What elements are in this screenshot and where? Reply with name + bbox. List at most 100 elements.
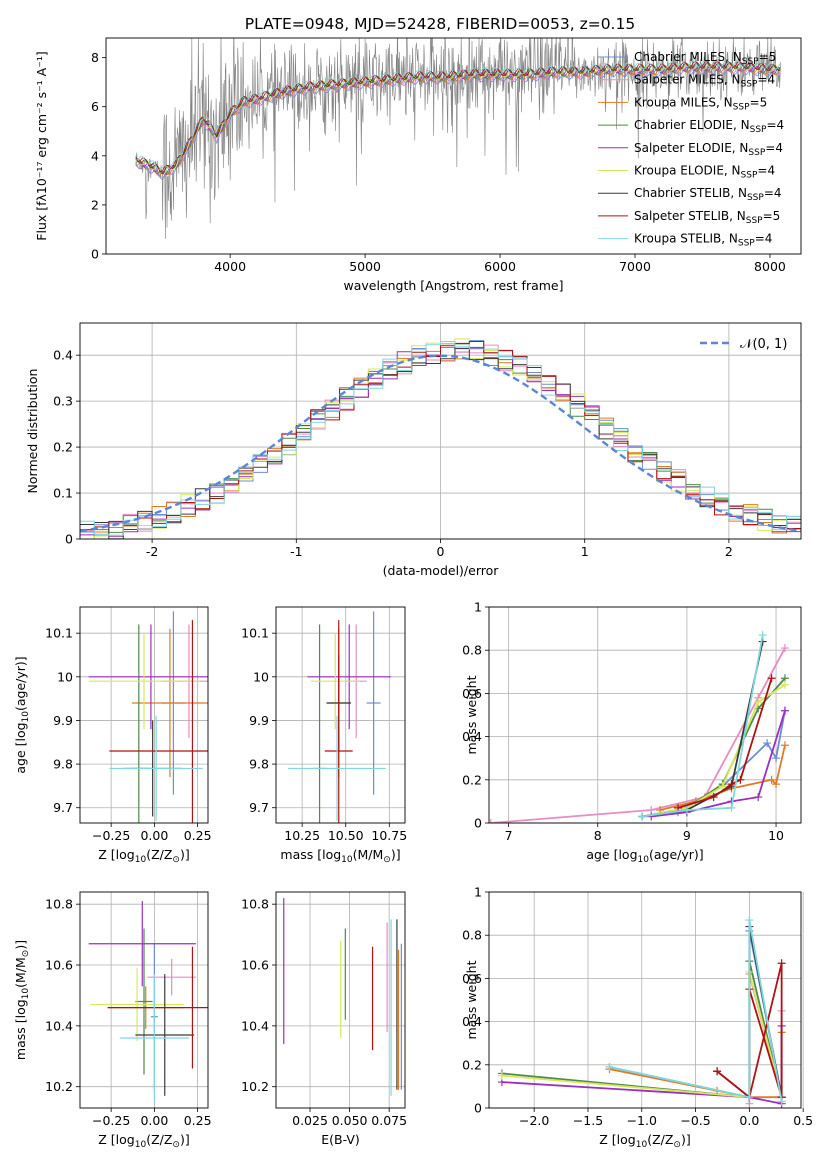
axes: 4000 5000 6000 7000 8000 0 2 4 6 8 wavelength [Ang… [34, 37, 802, 293]
x-tick-label: −2.0 [519, 1113, 549, 1128]
y-tick-label: 0 [474, 816, 482, 831]
x-tick-label: 5000 [349, 259, 381, 274]
panel-mass-vs-Z: −0.25 0.00 0.25 10.2 10.4 10.6 10.8 Z [log10(Z/… [13, 891, 212, 1150]
y-tick-label: 0.8 [462, 928, 482, 943]
x-tick-label: 2 [725, 544, 733, 559]
mass-weight-line [642, 641, 764, 818]
y-tick-label: 4 [91, 148, 99, 163]
legend-entry: Salpeter ELODIE, NSSP=4 [634, 141, 783, 158]
plot-area [288, 611, 392, 823]
x-axis-label: E(B-V) [321, 1132, 360, 1147]
y-tick-label: 2 [91, 197, 99, 212]
y-tick-label: 10 [253, 669, 269, 684]
y-tick-label: 0.2 [462, 772, 482, 787]
y-tick-label: 0.8 [462, 643, 482, 658]
x-tick-label: −0.5 [680, 1113, 710, 1128]
y-tick-label: 0 [65, 532, 73, 547]
mass-weight-marker [772, 780, 781, 789]
plot-area [80, 338, 801, 539]
axes-frame [79, 891, 209, 1109]
mass-weight-marker [745, 1093, 754, 1102]
y-tick-label: 9.7 [249, 800, 269, 815]
axes: −2.0 −1.5 −1.0 −0.5 0.0 0.5 0 0.2 0.4 0.6 0.8 1 Z [l… [462, 885, 813, 1151]
mass-weight-marker [777, 959, 786, 968]
mass-weight-marker [777, 1097, 786, 1106]
model-spectrum-line [135, 60, 781, 171]
y-axis-label: age [log10(age/yr)] [13, 656, 31, 773]
y-tick-label: 0.2 [53, 440, 73, 455]
legend-entry: Kroupa MILES, NSSP=5 [634, 95, 767, 112]
x-tick-label: 9 [683, 828, 691, 843]
mass-weight-line [651, 710, 786, 818]
panel-mass-vs-ebv: 0.025 0.050 0.075 10.2 10.4 10.6 10.8 E(B-V) [241, 891, 407, 1147]
mass-weight-marker [489, 819, 495, 823]
axes: 10.25 10.50 10.75 9.7 9.8 9.9 10 10.1 mass [log1… [241, 606, 407, 865]
axes: −0.25 0.00 0.25 10.2 10.4 10.6 10.8 Z [log10(Z/… [13, 891, 212, 1150]
plot-area [88, 901, 208, 1102]
mass-weight-marker [754, 793, 763, 802]
legend-entry: Chabrier STELIB, NSSP=4 [634, 186, 782, 203]
y-tick-label: 1 [474, 885, 482, 900]
axes-frame [79, 322, 802, 540]
x-tick-label: 0.050 [332, 1113, 368, 1128]
mass-weight-line [490, 647, 786, 823]
legend-entry: Chabrier ELODIE, NSSP=4 [634, 118, 784, 135]
x-tick-label: 0.0 [739, 1113, 759, 1128]
x-tick-label: 4000 [214, 259, 246, 274]
y-tick-label: 0.6 [462, 971, 482, 986]
mass-weight-marker [709, 793, 718, 802]
mass-weight-marker [767, 674, 776, 683]
y-axis-label: mass weight [464, 960, 479, 1039]
x-tick-label: 1 [581, 544, 589, 559]
axes-frame [275, 606, 406, 824]
mass-weight-marker [605, 1062, 614, 1071]
mass-weight-marker [758, 631, 767, 640]
x-axis-label: mass [log10(M/M⊙)] [280, 847, 400, 865]
axes-frame [488, 606, 802, 824]
y-axis-label: mass weight [464, 675, 479, 754]
x-tick-label: −1.5 [573, 1113, 603, 1128]
x-tick-label: 7 [505, 828, 513, 843]
residual-histogram [80, 340, 801, 531]
x-axis-label: Z [log10(Z/Z⊙)] [98, 1132, 189, 1150]
x-axis-label: Z [log10(Z/Z⊙)] [98, 847, 189, 865]
x-axis-label: age [log10(age/yr)] [586, 847, 703, 865]
x-axis-label: (data-model)/error [383, 563, 500, 578]
y-tick-label: 6 [91, 99, 99, 114]
y-tick-label: 10.4 [241, 1018, 269, 1033]
x-tick-label: −1.0 [627, 1113, 657, 1128]
plot-area [489, 631, 789, 823]
legend-entry: Kroupa STELIB, NSSP=4 [634, 232, 772, 249]
x-axis-label: wavelength [Angstrom, rest frame] [343, 278, 563, 293]
mass-weight-marker [772, 754, 781, 763]
plot-area [135, 38, 782, 239]
mass-weight-marker [763, 739, 772, 748]
x-tick-label: -1 [290, 544, 302, 559]
y-tick-label: 10.6 [241, 958, 269, 973]
plot-area [88, 611, 208, 823]
panel-residuals: -2 -1 0 1 2 0 0.1 0.2 0.3 0.4 (data-model)/error No… [25, 322, 802, 578]
legend: Chabrier MILES, NSSP=5 Salpeter MILES, NS… [598, 50, 784, 249]
axes-frame [275, 891, 406, 1109]
legend-entry: Salpeter MILES, NSSP=4 [634, 73, 775, 90]
y-tick-label: 0.1 [53, 486, 73, 501]
y-tick-label: 9.8 [249, 757, 269, 772]
y-axis-label: mass [log10(M/M⊙)] [13, 940, 31, 1060]
y-tick-label: 10.2 [241, 1079, 269, 1094]
mass-weight-marker [780, 644, 789, 653]
x-axis-label: Z [log10(Z/Z⊙)] [599, 1132, 690, 1150]
x-tick-label: 0.25 [184, 1113, 212, 1128]
y-tick-label: 10.8 [45, 897, 73, 912]
y-tick-label: 9.9 [249, 713, 269, 728]
y-tick-label: 0 [91, 247, 99, 262]
y-tick-label: 0.6 [462, 686, 482, 701]
mass-weight-marker [767, 775, 776, 784]
plot-area [497, 916, 786, 1108]
panel-age-vs-mass: 10.25 10.50 10.75 9.7 9.8 9.9 10 10.1 mass [log1… [241, 606, 407, 865]
x-tick-label: 8000 [754, 259, 786, 274]
y-tick-label: 10.4 [45, 1018, 73, 1033]
x-tick-label: 0.5 [793, 1113, 813, 1128]
mass-weight-marker [736, 775, 745, 784]
y-tick-label: 0.2 [462, 1057, 482, 1072]
